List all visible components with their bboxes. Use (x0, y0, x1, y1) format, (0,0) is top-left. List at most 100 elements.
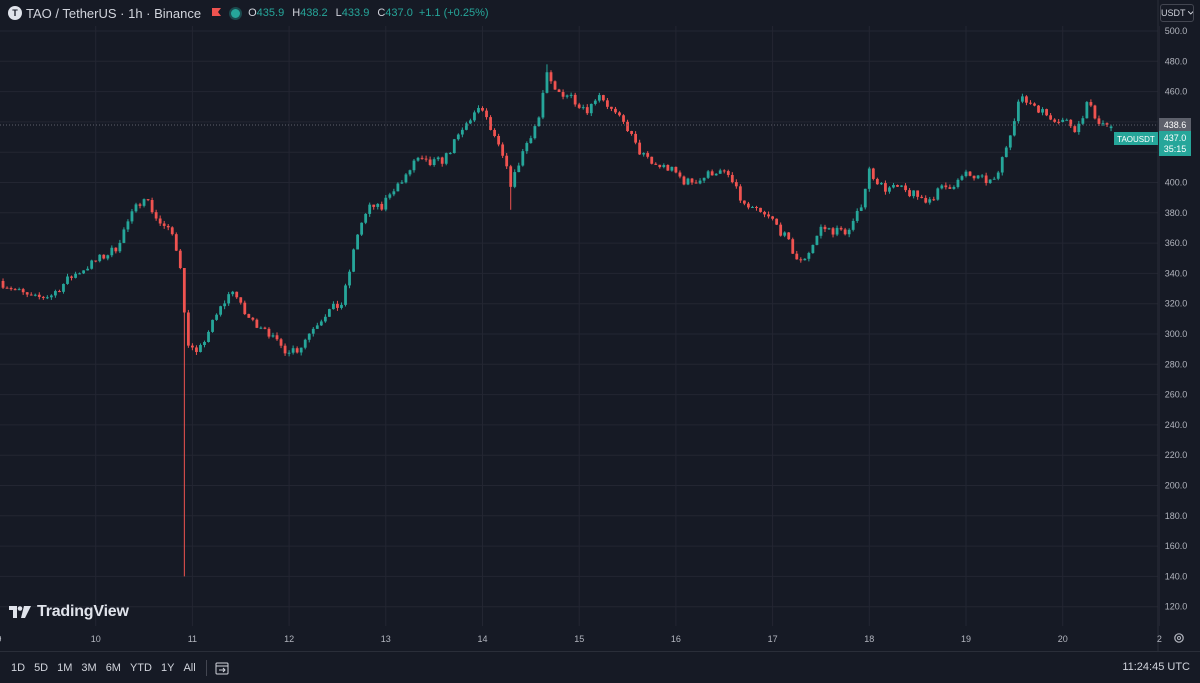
flag-icon[interactable] (210, 7, 222, 19)
candle-body (686, 178, 690, 185)
utc-clock[interactable]: 11:24:45 UTC (1122, 661, 1190, 673)
candle-body (900, 185, 903, 187)
candle-body (674, 166, 678, 173)
candle-body (541, 92, 545, 118)
candle-body (767, 214, 770, 217)
candle-body (980, 175, 984, 177)
price-tick-label: 380.0 (1165, 208, 1188, 218)
candle-body (62, 283, 65, 292)
candle-body (114, 247, 118, 252)
candle-body (710, 171, 714, 176)
candle-body (908, 190, 911, 197)
candle-body (432, 159, 436, 166)
candle-body (928, 199, 932, 203)
candle-body (178, 250, 182, 269)
range-button-1m[interactable]: 1M (57, 661, 73, 674)
candle-body (819, 226, 823, 236)
candle-body (505, 155, 509, 167)
candle-body (799, 259, 803, 261)
candle-body (610, 106, 613, 109)
candle-body (186, 312, 190, 346)
currency-selector-button[interactable]: USDT (1160, 4, 1194, 22)
candle-body (263, 327, 267, 329)
candle-body (549, 72, 553, 82)
tradingview-watermark[interactable]: TradingView (9, 603, 129, 621)
candle-body (1097, 118, 1101, 124)
symbol-logo-icon[interactable]: T (8, 6, 22, 20)
candle-body (702, 177, 706, 181)
date-range-icon[interactable] (215, 661, 229, 675)
candle-body (847, 229, 851, 235)
time-tick-label: 2 (1157, 634, 1162, 644)
candle-body (436, 157, 440, 160)
candle-body (690, 178, 694, 183)
candle-body (440, 157, 444, 164)
candle-body (1041, 109, 1044, 113)
currency-label: USDT (1161, 8, 1186, 18)
candle-body (33, 294, 37, 296)
candle-body (1077, 123, 1081, 133)
candle-body (1016, 101, 1020, 122)
candle-body (1073, 126, 1077, 133)
candle-body (138, 204, 142, 206)
candle-body (573, 94, 577, 105)
range-button-1d[interactable]: 1D (11, 661, 26, 674)
toolbar-divider (205, 659, 207, 676)
candle-body (940, 185, 944, 189)
range-button-ytd[interactable]: YTD (129, 661, 152, 674)
candle-body (283, 345, 287, 354)
candle-body (219, 306, 223, 315)
candle-body (783, 232, 787, 236)
price-tick-label: 480.0 (1165, 56, 1188, 66)
candle-body (239, 297, 243, 303)
time-tick-label: 10 (91, 634, 101, 644)
price-tick-label: 340.0 (1165, 268, 1188, 278)
candle-body (299, 347, 303, 353)
candle-body (565, 95, 569, 97)
price-chart[interactable]: 500.0480.0460.0440.0420.0400.0380.0360.0… (0, 0, 1200, 651)
candle-body (851, 220, 855, 230)
candle-body (803, 258, 807, 261)
candle-body (996, 172, 1000, 179)
candle-body (867, 168, 871, 189)
range-button-5d[interactable]: 5D (34, 661, 49, 674)
candle-body (295, 348, 299, 353)
candle-body (859, 207, 863, 211)
candle-body (70, 276, 73, 278)
candle-body (489, 117, 492, 130)
candle-body (537, 117, 541, 127)
candle-body (448, 153, 452, 155)
candle-body (557, 89, 561, 93)
symbol-title[interactable]: TAO / TetherUS · 1h · Binance (26, 5, 202, 21)
time-tick-label: 13 (381, 634, 391, 644)
candle-body (1025, 96, 1028, 103)
candle-body (763, 211, 766, 215)
bottom-toolbar: 1D 5D 1M 3M 6M YTD 1Y All 11:24:45 UTC (0, 651, 1200, 683)
candle-body (142, 199, 146, 206)
candle-body (626, 121, 629, 132)
range-button-3m[interactable]: 3M (81, 661, 97, 674)
crosshair-price-label: 438.6 (1164, 120, 1187, 130)
candle-body (311, 328, 315, 334)
candle-body (267, 328, 271, 337)
bar-countdown: 35:15 (1164, 144, 1187, 154)
candle-body (307, 333, 311, 340)
gear-icon[interactable] (1173, 632, 1185, 644)
range-button-all[interactable]: All (183, 661, 196, 674)
range-button-6m[interactable]: 6M (105, 661, 121, 674)
range-button-1y[interactable]: 1Y (160, 661, 175, 674)
candle-body (215, 314, 218, 320)
candle-body (577, 104, 581, 108)
candle-body (356, 234, 359, 250)
candle-body (831, 228, 835, 235)
candle-body (884, 183, 887, 192)
candle-body (195, 347, 198, 352)
candle-body (332, 303, 335, 310)
candle-body (102, 254, 106, 259)
candle-body (58, 291, 61, 293)
candle-body (956, 179, 960, 187)
candle-body (199, 345, 202, 352)
candle-body (722, 170, 726, 172)
crosshair-price-box (1159, 118, 1191, 131)
candle-body (666, 164, 670, 171)
